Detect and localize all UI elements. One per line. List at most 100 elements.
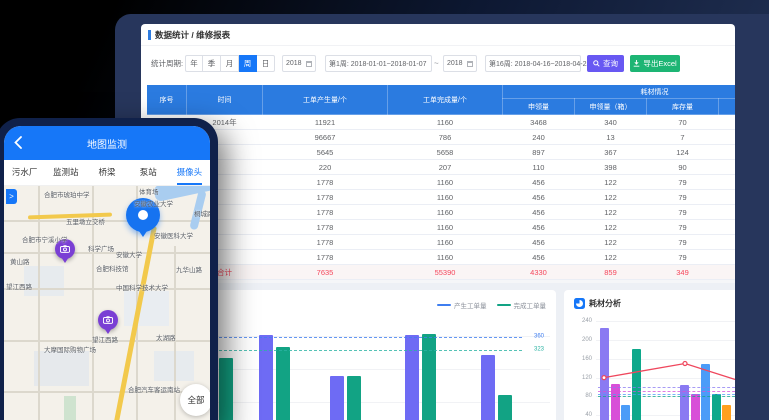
- map-label: 九华山路: [176, 267, 202, 274]
- export-excel-button[interactable]: 导出Excel: [630, 55, 680, 72]
- chart-bar[interactable]: [690, 394, 700, 420]
- chart-bar[interactable]: [722, 404, 731, 420]
- period-segmented-control: 年 季 月 周 日: [185, 55, 275, 72]
- start-week-select[interactable]: 第1周: 2018-01-01~2018-01-07: [325, 55, 432, 72]
- table-cell: 79: [646, 174, 719, 190]
- phone-header: 地图监测: [4, 126, 210, 160]
- map-label: 合肥市琥珀中学: [44, 192, 90, 199]
- col-group-consumables: 耗材情况: [502, 84, 735, 99]
- table-cell: 456: [502, 174, 575, 190]
- selected-camera-marker[interactable]: [126, 198, 160, 237]
- table-cell: 859: [574, 264, 647, 280]
- table-cell: 786: [387, 129, 503, 145]
- workorder-chart-legend: 产生工单量 完成工单量: [437, 300, 546, 310]
- table-cell: 122: [574, 234, 647, 250]
- table-row: 296667786240137690: [146, 129, 735, 145]
- chart-bar[interactable]: [481, 354, 495, 420]
- legend-item-completed[interactable]: 完成工单量: [496, 300, 546, 310]
- chart-bar[interactable]: [347, 375, 361, 420]
- reference-line: [154, 336, 522, 338]
- table-cell: 79: [646, 204, 719, 220]
- subcol-header-2: 申领量（箱）: [574, 98, 647, 115]
- table-cell: 129: [718, 144, 735, 160]
- chart-bar[interactable]: [498, 394, 512, 420]
- end-week-select[interactable]: 第16周: 2018-04-16~2018-04-22: [485, 55, 590, 72]
- tab-camera[interactable]: 摄像头: [169, 160, 210, 185]
- table-cell: 79: [646, 219, 719, 235]
- reference-line: [598, 390, 735, 392]
- table-cell: 55390: [387, 264, 503, 280]
- period-option-day[interactable]: 日: [257, 55, 275, 72]
- table-cell: 124: [646, 144, 719, 160]
- table-row: 合计763555390433085934933: [146, 264, 735, 280]
- chart-bar[interactable]: [631, 349, 641, 420]
- chart-bar[interactable]: [610, 383, 620, 420]
- period-label: 统计周期:: [151, 59, 184, 68]
- table-cell: 4330: [502, 264, 575, 280]
- table-cell: 1778: [262, 174, 388, 190]
- chart-bar[interactable]: [259, 334, 273, 420]
- tab-bridge[interactable]: 桥梁: [98, 167, 116, 177]
- col-header-time: 时间: [186, 84, 263, 115]
- tab-sewage-plant[interactable]: 污水厂: [11, 167, 38, 177]
- chart-bar[interactable]: [701, 363, 710, 420]
- map-expand-button[interactable]: >: [6, 189, 17, 204]
- end-year-select[interactable]: 2018: [443, 55, 477, 72]
- table-cell: 122: [574, 204, 647, 220]
- table-cell: 122: [574, 189, 647, 205]
- table-cell: 67: [718, 189, 735, 205]
- start-week-value: 第1周: 2018-01-01~2018-01-07: [329, 60, 427, 68]
- y-axis-tick: 40: [585, 412, 592, 419]
- map-label: 黄山路: [10, 259, 30, 266]
- table-cell: 456: [502, 189, 575, 205]
- chart-bar[interactable]: [276, 347, 290, 420]
- col-header-seq: 序号: [146, 84, 187, 115]
- table-row: 10177811604561227967: [146, 249, 735, 265]
- period-option-week[interactable]: 周: [239, 55, 257, 72]
- map-label: 太湖路: [156, 335, 176, 342]
- chart-bar[interactable]: [422, 334, 436, 420]
- chart-bar[interactable]: [405, 334, 419, 420]
- back-icon[interactable]: [14, 136, 22, 154]
- end-year-value: 2018: [447, 60, 463, 67]
- camera-pin-marker[interactable]: [55, 239, 75, 263]
- chart-bar[interactable]: [600, 328, 609, 420]
- legend-item-created[interactable]: 产生工单量: [437, 300, 487, 310]
- period-option-quarter[interactable]: 季: [203, 55, 221, 72]
- col-header-completed: 工单完成量/个: [387, 84, 503, 115]
- table-cell: 1160: [387, 114, 503, 130]
- chart-bar[interactable]: [621, 404, 630, 420]
- calendar-icon: [306, 60, 312, 67]
- map-label: 安徽医科大学: [154, 233, 193, 240]
- chart-bar[interactable]: [711, 394, 721, 420]
- period-option-year[interactable]: 年: [185, 55, 203, 72]
- table-cell: 122: [574, 249, 647, 265]
- subcol-header-4: 总量: [718, 98, 735, 115]
- tab-monitoring-station[interactable]: 监测站: [53, 167, 79, 177]
- reference-line-label: 323: [533, 346, 544, 353]
- map-label: 中国科学技术大学: [116, 285, 168, 292]
- map-label: 望江西路: [92, 337, 118, 344]
- camera-pin-marker[interactable]: [98, 310, 118, 334]
- gridline: [596, 377, 735, 379]
- query-button[interactable]: 查询: [587, 55, 624, 72]
- gridline: [596, 358, 735, 360]
- chart-bar[interactable]: [219, 358, 233, 420]
- period-option-month[interactable]: 月: [221, 55, 239, 72]
- chart-bar[interactable]: [330, 376, 344, 420]
- table-cell: 79: [646, 249, 719, 265]
- table-cell: 67: [718, 204, 735, 220]
- phone-device: 地图监测 污水厂 监测站 桥梁 泵站 摄像头: [0, 118, 218, 420]
- breadcrumb-accent-bar: [148, 30, 151, 40]
- map-label: 望江西路: [6, 284, 32, 291]
- tab-pump-station[interactable]: 泵站: [139, 167, 157, 177]
- map-label: 安徽大学: [116, 252, 142, 259]
- end-week-value: 第16周: 2018-04-16~2018-04-22: [489, 60, 591, 68]
- show-all-button[interactable]: 全部: [180, 384, 210, 416]
- chart-bar[interactable]: [680, 384, 689, 420]
- consumables-chart-card: 耗材分析 240 200 160 120 80 40: [564, 290, 735, 420]
- table-cell: 1160: [387, 249, 503, 265]
- reference-line: [598, 396, 735, 398]
- start-year-select[interactable]: 2018: [282, 55, 316, 72]
